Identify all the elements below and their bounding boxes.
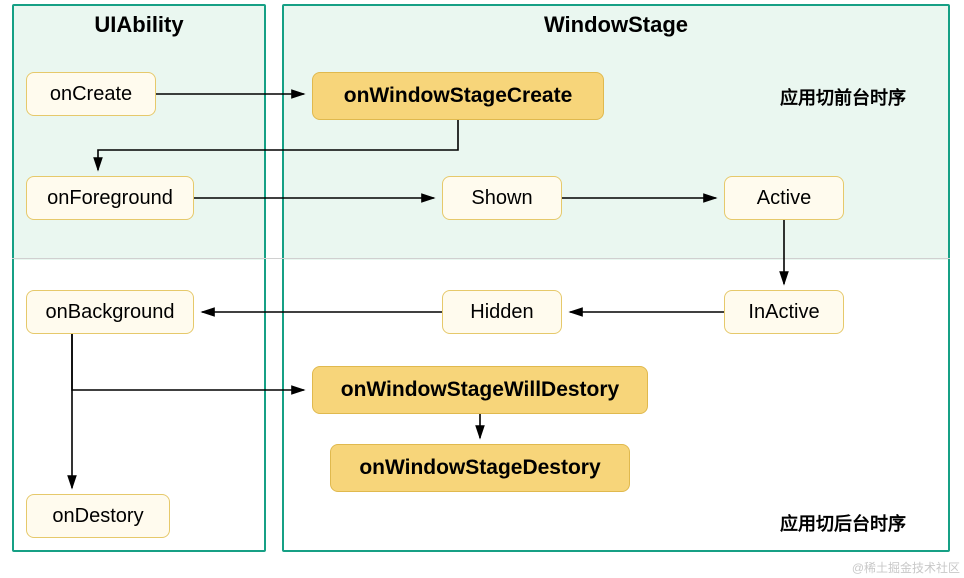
node-shown: Shown [442,176,562,220]
label-background-sequence: 应用切后台时序 [780,510,906,536]
node-active-text: Active [757,187,811,210]
node-hidden-text: Hidden [470,301,533,324]
diagram-canvas: UIAbility WindowStage onCreate onWind [0,0,964,578]
node-onwindowstagewilldestory-text: onWindowStageWillDestory [341,378,619,402]
node-onforeground-text: onForeground [47,187,173,210]
node-ondestory: onDestory [26,494,170,538]
node-onwindowstagedestory-text: onWindowStageDestory [359,456,600,480]
node-inactive: InActive [724,290,844,334]
node-onwindowstagecreate: onWindowStageCreate [312,72,604,120]
node-onwindowstagewilldestory: onWindowStageWillDestory [312,366,648,414]
watermark: @稀土掘金技术社区 [852,559,960,576]
node-onbackground-text: onBackground [46,301,175,324]
node-hidden: Hidden [442,290,562,334]
node-oncreate: onCreate [26,72,156,116]
node-ondestory-text: onDestory [52,505,143,528]
panel-windowstage-title: WindowStage [284,12,948,38]
node-onwindowstagedestory: onWindowStageDestory [330,444,630,492]
label-foreground-sequence: 应用切前台时序 [780,84,906,110]
node-oncreate-text: onCreate [50,83,132,106]
horizontal-divider [12,258,950,259]
node-onforeground: onForeground [26,176,194,220]
panel-uiability-title: UIAbility [14,12,264,38]
node-onwindowstagecreate-text: onWindowStageCreate [344,84,573,108]
node-inactive-text: InActive [748,301,819,324]
node-onbackground: onBackground [26,290,194,334]
node-active: Active [724,176,844,220]
node-shown-text: Shown [471,187,532,210]
